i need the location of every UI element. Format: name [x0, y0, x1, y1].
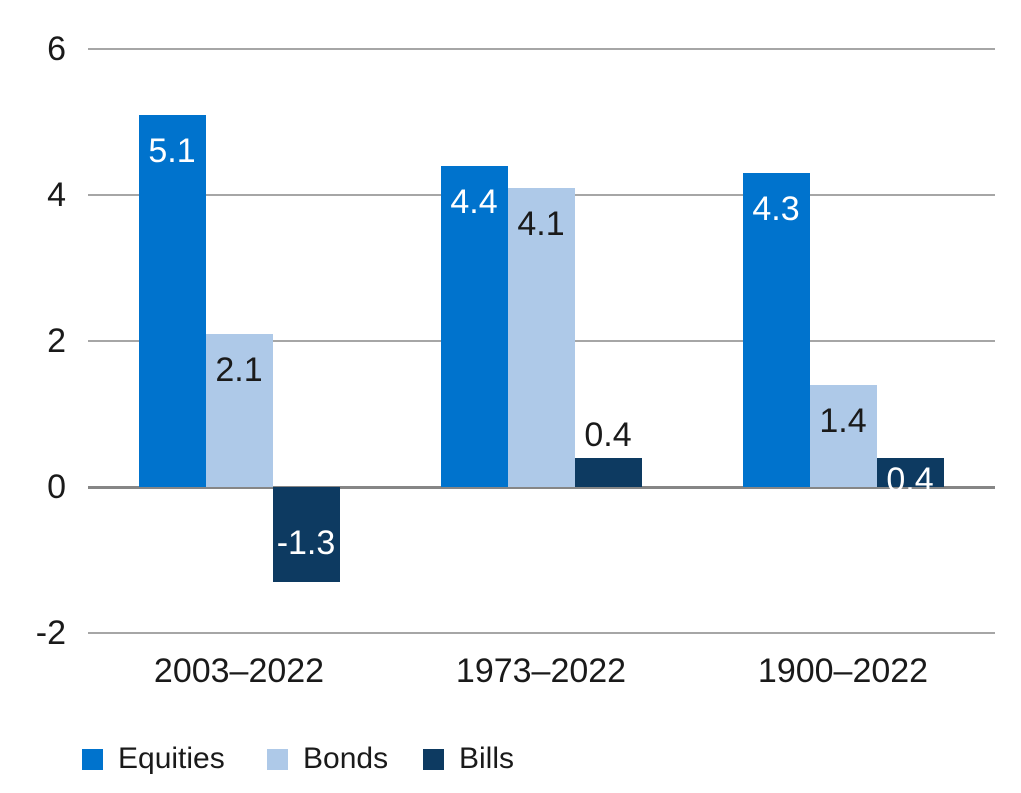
bar-bonds-group2 [507, 187, 575, 487]
legend-label-bills: Bills [459, 742, 515, 775]
bar-bonds-group3 [809, 384, 877, 487]
y-tick-label: 6 [47, 30, 66, 68]
gridline--2 [88, 632, 995, 634]
legend-item-bills: Bills [423, 744, 514, 774]
legend-item-bonds: Bonds [267, 744, 388, 774]
legend-swatch-icon-bonds [267, 748, 288, 770]
y-tick-label: -2 [35, 614, 66, 652]
bar-value-label: 0.4 [584, 415, 632, 454]
bar-bonds-group1 [205, 333, 273, 487]
bar-equities-group1 [138, 114, 206, 487]
x-axis-label-3: 1900–2022 [757, 652, 929, 690]
bar-value-label: 2.1 [215, 350, 263, 389]
legend-label-bonds: Bonds [303, 742, 389, 775]
bar-bills-group3 [876, 457, 944, 487]
bar-equities-group3 [742, 173, 810, 487]
bar-value-label: 4.4 [450, 182, 498, 221]
gridline-6 [88, 48, 995, 50]
bar-equities-group2 [440, 165, 508, 487]
bar-value-label: 1.4 [819, 401, 867, 440]
y-tick-label: 2 [47, 322, 66, 360]
y-tick-label: 0 [47, 468, 66, 506]
bar-value-label: -1.3 [276, 524, 336, 563]
bar-value-label: 0.4 [886, 460, 934, 499]
bar-value-label: 4.1 [517, 204, 565, 243]
x-axis-label-2: 1973–2022 [455, 652, 627, 690]
legend-item-equities: Equities [82, 744, 225, 774]
bar-value-label: 4.3 [752, 190, 800, 229]
x-axis-label-1: 2003–2022 [153, 652, 325, 690]
legend-swatch-icon-equities [82, 748, 103, 770]
legend-swatch-icon-bills [423, 748, 444, 770]
y-tick-label: 4 [47, 176, 66, 214]
zero-axis-line [88, 486, 995, 489]
legend-label-equities: Equities [118, 742, 225, 775]
bar-bills-group2 [574, 457, 642, 487]
bar-value-label: 5.1 [148, 131, 196, 170]
bar-bills-group1 [272, 487, 340, 582]
